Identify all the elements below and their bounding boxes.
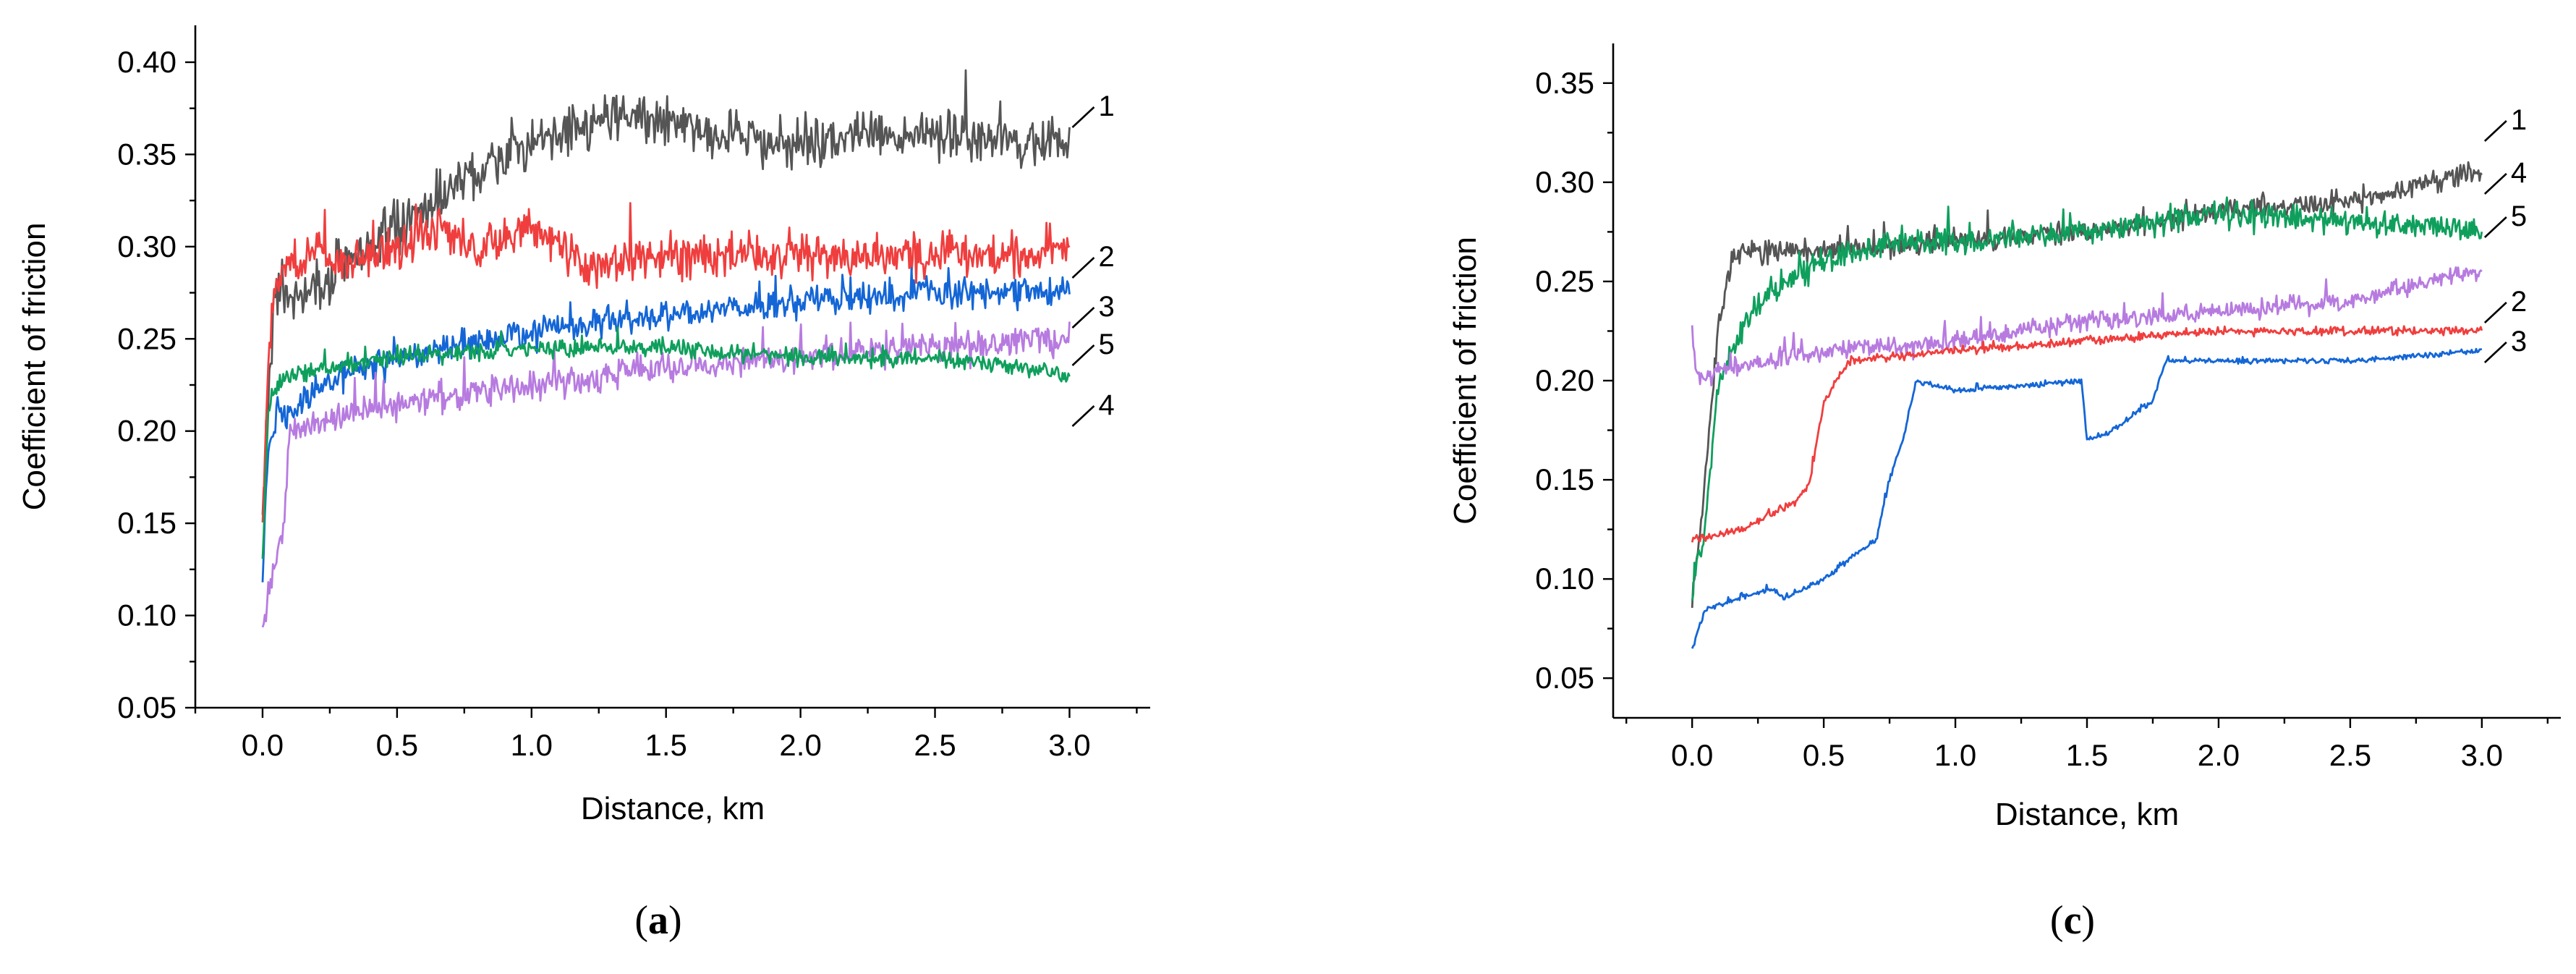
series-leader-2 <box>2483 302 2507 323</box>
series-line-3 <box>261 267 1071 583</box>
y-tick-label: 0.20 <box>117 414 177 448</box>
x-tick-label: 2.0 <box>779 728 821 762</box>
y-tick-label: 0.40 <box>117 45 177 79</box>
series-leader-5 <box>2483 216 2507 238</box>
x-tick-label: 0.0 <box>1671 738 1713 772</box>
panel-caption: (a) <box>634 898 681 943</box>
y-tick-label: 0.25 <box>1535 264 1594 298</box>
y-axis-title: Coefficient of friction <box>1448 237 1483 525</box>
series-leader-1 <box>1071 106 1095 128</box>
series-leader-4 <box>1071 405 1095 427</box>
series-line-3 <box>1691 347 2483 649</box>
x-axis-title: Distance, km <box>1995 797 2179 832</box>
y-tick-label: 0.15 <box>117 506 177 540</box>
y-tick-label: 0.35 <box>117 137 177 171</box>
x-tick-label: 3.0 <box>2461 738 2503 772</box>
y-tick-label: 0.30 <box>1535 165 1594 199</box>
panel-caption: (c) <box>2050 898 2095 943</box>
series-label-2: 2 <box>1098 241 1114 273</box>
series-line-5 <box>261 321 1071 628</box>
series-label-4: 4 <box>1098 389 1114 421</box>
y-tick-label: 0.35 <box>1535 66 1594 100</box>
series-label-3: 3 <box>1098 291 1114 323</box>
x-tick-label: 0.0 <box>242 728 284 762</box>
x-tick-label: 1.5 <box>2066 738 2108 772</box>
series-leader-3 <box>2483 342 2507 363</box>
series-leader-3 <box>1071 307 1095 329</box>
x-tick-label: 2.5 <box>2329 738 2371 772</box>
series-line-5 <box>1691 266 2483 386</box>
series-label-3: 3 <box>2511 326 2527 357</box>
series-line-2 <box>261 202 1071 522</box>
x-tick-label: 0.5 <box>1803 738 1845 772</box>
y-tick-label: 0.15 <box>1535 462 1594 496</box>
series-label-5: 5 <box>1098 329 1114 360</box>
series-line-2 <box>1691 325 2483 543</box>
series-label-4: 4 <box>2511 157 2527 189</box>
x-tick-label: 2.0 <box>2198 738 2240 772</box>
x-axis-title: Distance, km <box>581 791 765 826</box>
y-tick-label: 0.30 <box>117 229 177 263</box>
y-tick-label: 0.10 <box>1535 562 1594 596</box>
y-axis-title: Coefficient of friction <box>17 223 52 511</box>
series-line-4 <box>261 326 1071 559</box>
series-line-4 <box>1691 196 2483 601</box>
chart-panel-a: 0.05 0.10 0.15 0.20 0.25 0.30 0.35 0.40 0.0 0.5 1.… <box>17 25 1150 943</box>
y-tick-label: 0.10 <box>117 598 177 632</box>
x-tick-label: 1.5 <box>645 728 687 762</box>
series-label-1: 1 <box>1098 90 1114 122</box>
y-tick-label: 0.20 <box>1535 363 1594 397</box>
series-leader-4 <box>2483 173 2507 195</box>
x-tick-label: 0.5 <box>376 728 418 762</box>
x-tick-label: 1.0 <box>1934 738 1976 772</box>
series-label-2: 2 <box>2511 286 2527 318</box>
series-label-1: 1 <box>2511 104 2527 136</box>
x-tick-label: 3.0 <box>1048 728 1090 762</box>
series-leader-5 <box>1071 344 1095 366</box>
y-tick-label: 0.05 <box>1535 661 1594 695</box>
series-leader-1 <box>2483 120 2507 142</box>
series-label-5: 5 <box>2511 200 2527 232</box>
series-leader-2 <box>1071 257 1095 279</box>
x-tick-label: 1.0 <box>511 728 553 762</box>
y-tick-label: 0.25 <box>117 321 177 355</box>
y-tick-label: 0.05 <box>117 690 177 724</box>
chart-panel-c: 0.05 0.10 0.15 0.20 0.25 0.30 0.35 0.0 0.5 1.0 1.5… <box>1448 43 2561 943</box>
series-line-1 <box>261 69 1071 515</box>
x-tick-label: 2.5 <box>914 728 956 762</box>
